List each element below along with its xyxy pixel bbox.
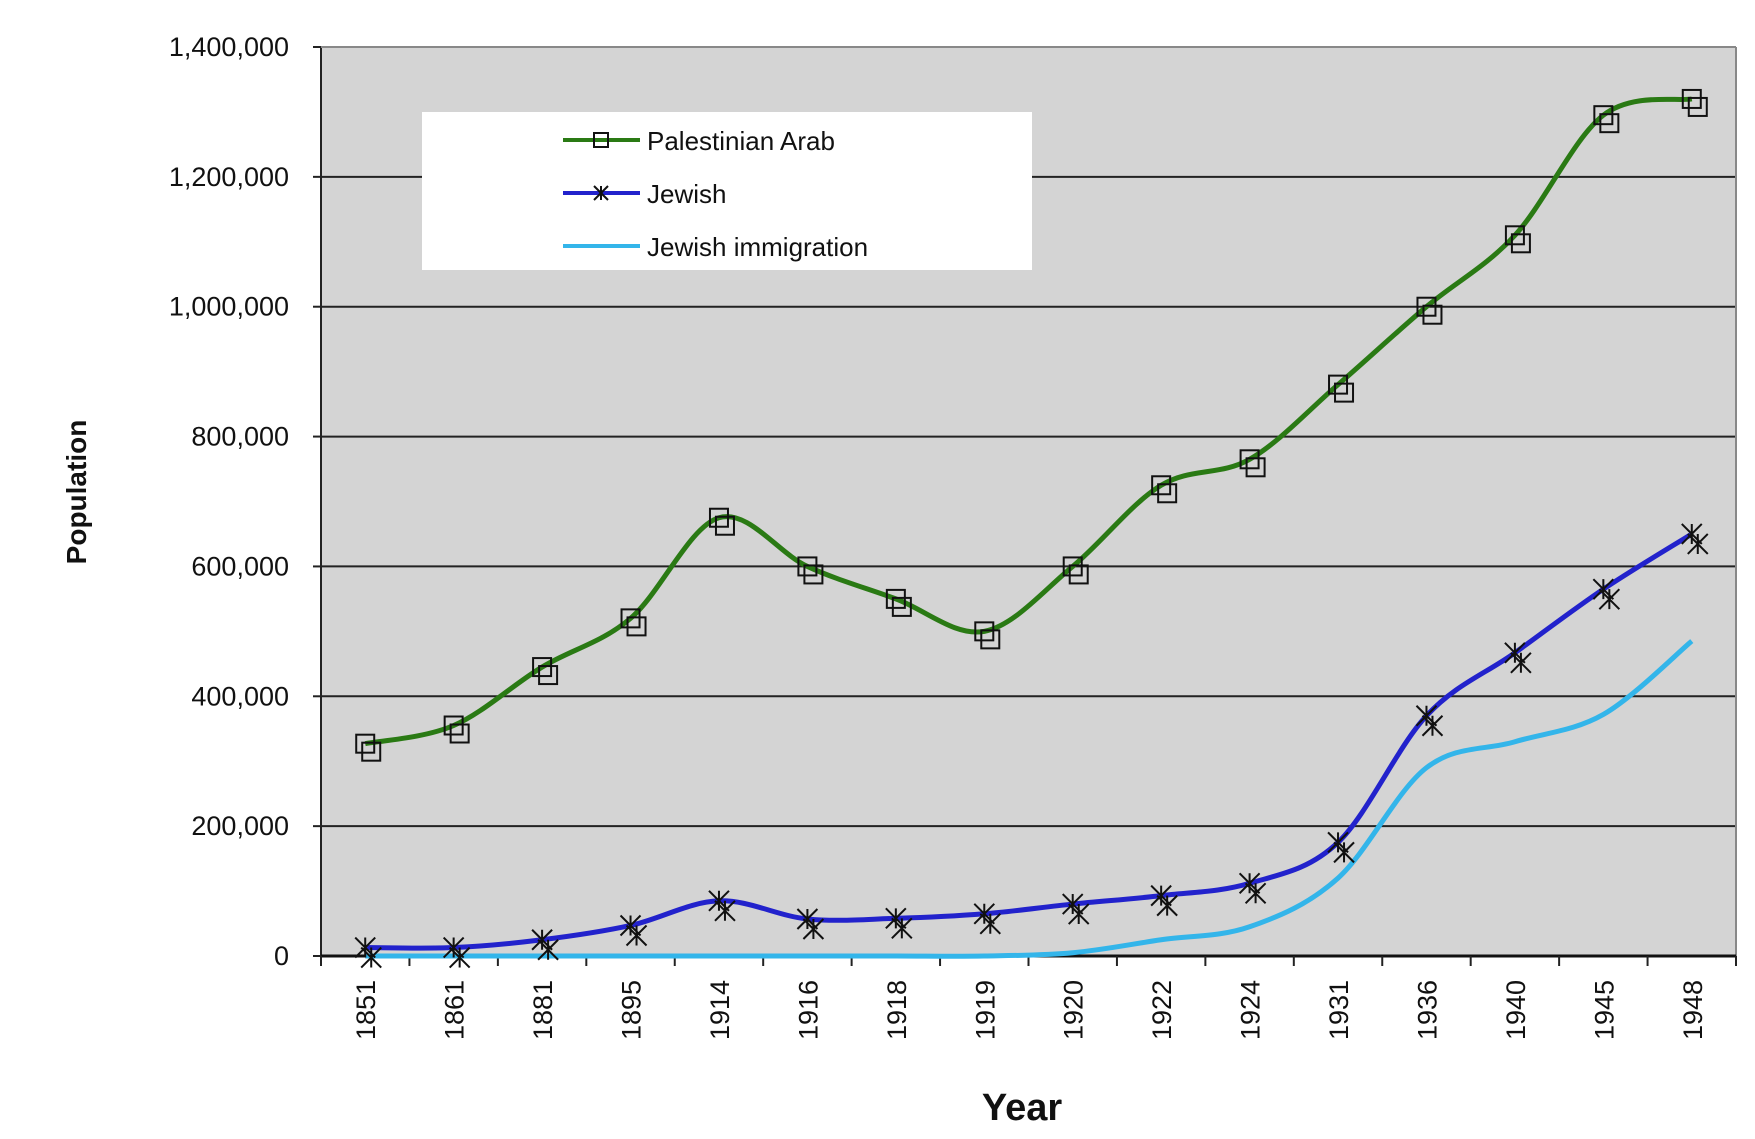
asterisk-marker (537, 939, 559, 961)
x-axis-label: Year (982, 1087, 1063, 1129)
asterisk-marker (360, 946, 382, 969)
x-tick-label: 1914 (705, 980, 735, 1040)
series-line (365, 531, 1694, 951)
asterisk-marker (891, 917, 913, 940)
legend-box (422, 112, 1032, 270)
series-jewish-immigration (365, 639, 1694, 959)
x-tick-label: 1945 (1589, 980, 1619, 1040)
x-tick-label: 1940 (1501, 980, 1531, 1040)
x-tick-label: 1851 (351, 980, 381, 1040)
x-tick-label: 1861 (440, 980, 470, 1040)
x-tick-label: 1948 (1678, 980, 1708, 1040)
asterisk-marker (1510, 652, 1532, 674)
legend-label: Jewish (647, 179, 726, 209)
y-tick-label: 1,000,000 (169, 292, 289, 322)
square-marker (538, 665, 559, 686)
legend-item: Jewish immigration (563, 232, 868, 262)
square-marker (593, 132, 609, 148)
x-tick-label: 1922 (1147, 980, 1177, 1040)
square-marker (449, 723, 470, 744)
series-line (365, 639, 1694, 959)
y-tick-label: 1,200,000 (169, 162, 289, 192)
x-tick-label: 1895 (617, 980, 647, 1040)
square-marker (803, 564, 824, 585)
asterisk-marker (1068, 903, 1090, 925)
square-marker (714, 515, 735, 536)
legend: Palestinian Arab Jewish Jewish immigration (422, 112, 1032, 270)
x-tick-label: 1881 (528, 980, 558, 1040)
legend-label: Jewish immigration (647, 232, 868, 262)
asterisk-marker (1421, 715, 1444, 737)
square-marker (980, 629, 1001, 650)
y-tick-label: 0 (274, 941, 289, 971)
x-tick-label: 1936 (1412, 980, 1442, 1040)
y-tick-label: 200,000 (191, 811, 289, 841)
square-marker (891, 596, 912, 617)
asterisk-marker (1333, 841, 1355, 864)
square-marker (626, 616, 647, 637)
x-tick-label: 1931 (1324, 980, 1354, 1040)
y-axis-label: Population (61, 420, 92, 565)
asterisk-marker (1687, 533, 1709, 555)
square-marker (1687, 96, 1708, 117)
square-marker (1068, 564, 1089, 585)
asterisk-marker (802, 918, 825, 940)
x-tick-label: 1919 (970, 980, 1000, 1040)
x-tick-label: 1918 (882, 980, 912, 1040)
asterisk-marker (714, 900, 736, 922)
square-marker (708, 507, 729, 528)
series-line (364, 96, 1693, 747)
x-tick-label: 1924 (1236, 980, 1266, 1040)
square-marker (1422, 304, 1443, 325)
asterisk-marker (625, 924, 648, 947)
y-tick-label: 400,000 (191, 681, 289, 711)
square-marker (1157, 483, 1178, 504)
asterisk-marker (1156, 894, 1178, 917)
y-tick-label: 600,000 (191, 551, 289, 581)
legend-item: Jewish (563, 179, 726, 209)
square-marker (1334, 382, 1355, 403)
legend-item: Palestinian Arab (563, 126, 835, 156)
y-tick-label: 1,400,000 (169, 32, 289, 62)
y-tick-label: 800,000 (191, 422, 289, 452)
square-marker (1245, 457, 1266, 478)
asterisk-marker (1244, 882, 1267, 904)
x-tick-label: 1920 (1059, 980, 1089, 1040)
square-marker (1599, 113, 1620, 134)
square-marker (361, 741, 382, 762)
series-palestinian-arab (355, 88, 1708, 762)
asterisk-marker (979, 913, 1001, 935)
asterisk-marker (593, 185, 609, 201)
series-jewish (354, 523, 1709, 969)
asterisk-marker (448, 946, 471, 969)
asterisk-marker (1598, 588, 1621, 610)
square-marker (1510, 233, 1531, 254)
x-tick-label: 1916 (793, 980, 823, 1040)
legend-label: Palestinian Arab (647, 126, 835, 156)
